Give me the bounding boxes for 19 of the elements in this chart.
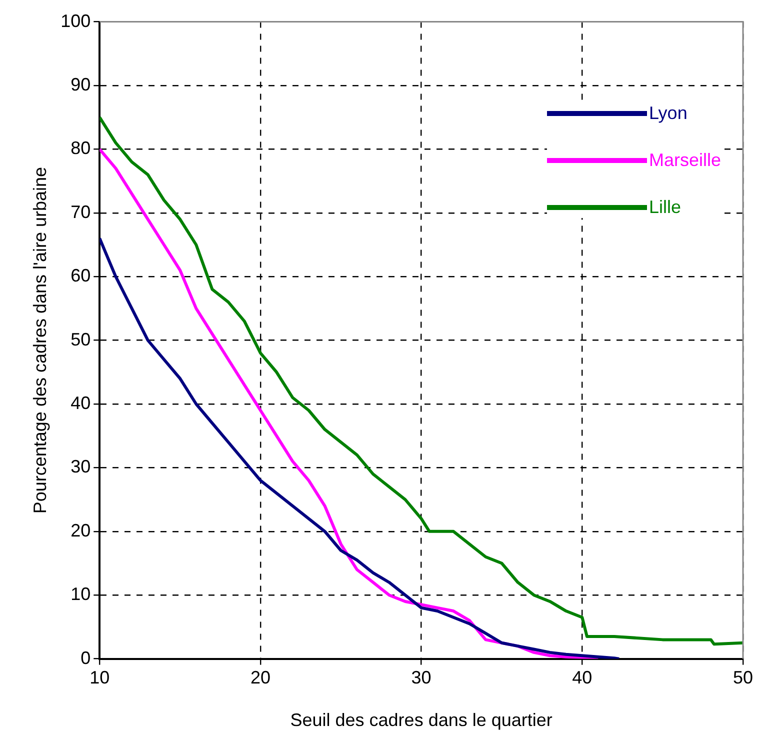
y-tick-label: 80 — [70, 138, 91, 158]
legend-box: Lyon Marseille Lille — [546, 103, 721, 218]
x-tick-label: 20 — [250, 668, 270, 688]
y-tick-label: 50 — [70, 329, 91, 350]
y-axis-title: Pourcentage des cadres dans l'aire urbaine — [30, 166, 50, 514]
x-tick-label: 30 — [411, 668, 432, 688]
y-tick-label: 0 — [80, 648, 91, 668]
y-tick-label: 100 — [60, 10, 91, 31]
y-tick-label: 70 — [70, 202, 91, 222]
y-tick-label: 20 — [70, 520, 91, 540]
y-tick-label: 60 — [70, 266, 91, 286]
y-tick-label: 10 — [70, 584, 91, 604]
y-tick-label: 90 — [70, 74, 91, 94]
x-axis-title: Seuil des cadres dans le quartier — [290, 710, 552, 730]
x-tick-label: 50 — [732, 668, 754, 688]
y-tick-label: 30 — [70, 456, 91, 477]
x-tick-label: 40 — [572, 668, 592, 688]
y-tick-label: 40 — [70, 392, 91, 413]
x-tick-label: 10 — [90, 668, 110, 688]
